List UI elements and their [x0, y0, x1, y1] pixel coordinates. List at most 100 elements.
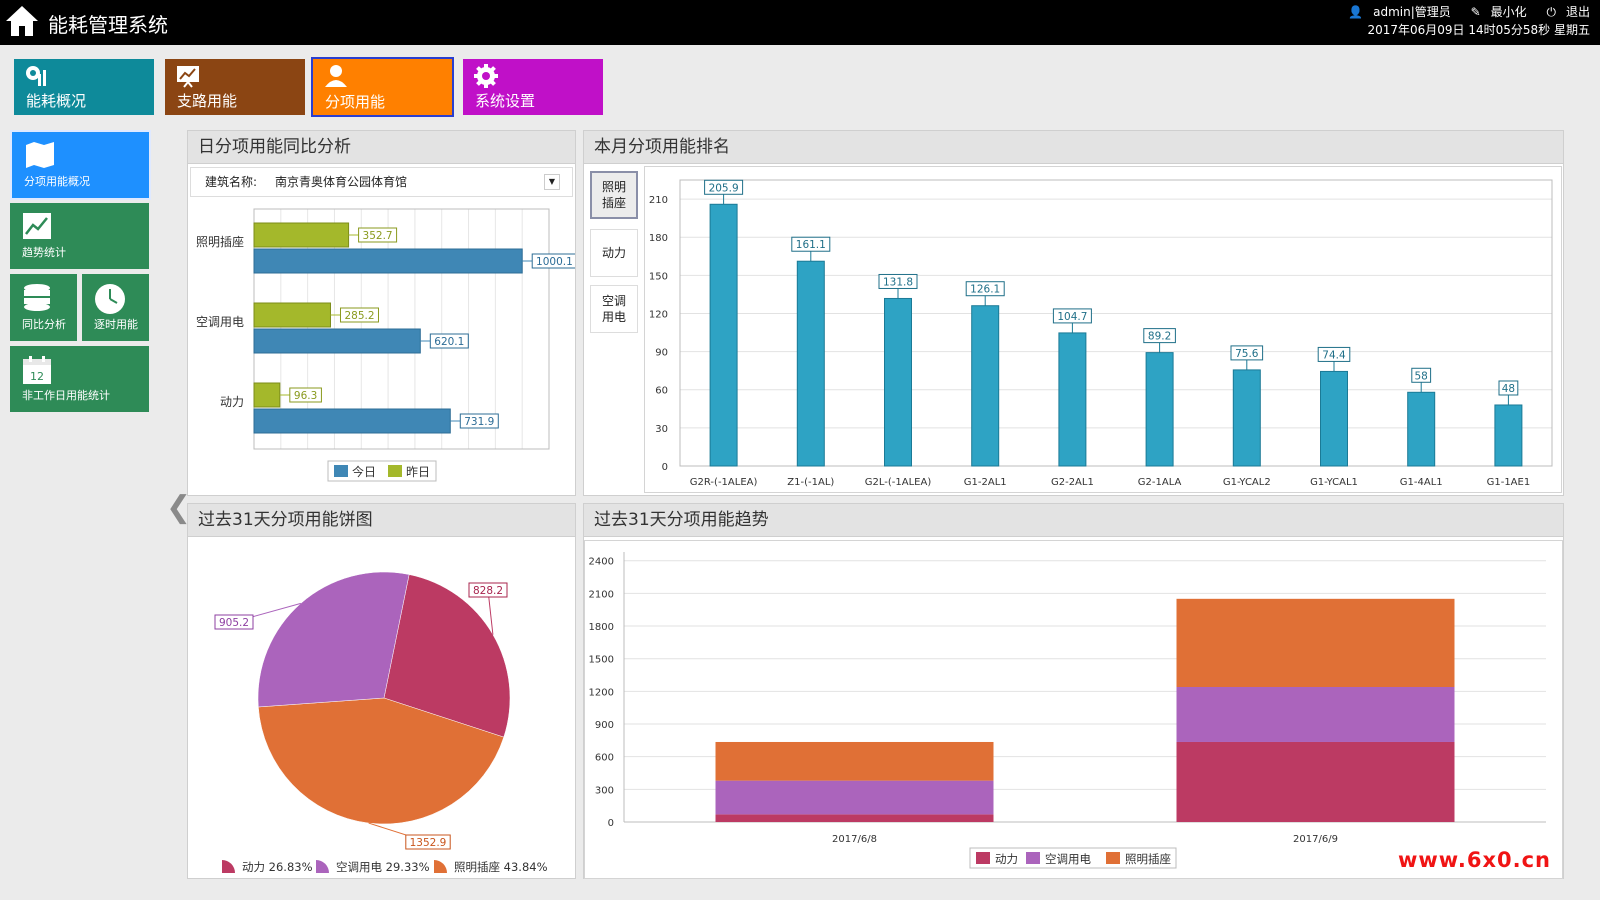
- nav-label: 同比分析: [22, 318, 66, 331]
- data-label-box: [1052, 308, 1092, 324]
- bar: [1232, 369, 1261, 467]
- watermark: www.6x0.cn: [1398, 848, 1551, 872]
- home-icon[interactable]: [4, 4, 40, 42]
- nav-item-hourly[interactable]: 逐时用能: [82, 274, 149, 341]
- data-label-box: [214, 614, 254, 630]
- y-tick-label: 0: [608, 818, 614, 829]
- minimize-button[interactable]: ✎ 最小化: [1463, 5, 1527, 19]
- data-label: 828.2: [473, 585, 503, 597]
- legend-swatch: [434, 860, 447, 873]
- y-tick-label: 1200: [589, 687, 614, 698]
- logout-button[interactable]: ⏻ 退出: [1538, 5, 1590, 19]
- y-tick-label: 30: [655, 424, 668, 435]
- legend-swatch: [334, 465, 348, 477]
- stack-segment: [715, 741, 994, 781]
- stack-segment: [1176, 687, 1455, 742]
- user-menu[interactable]: 👤 admin|管理员: [1340, 5, 1451, 19]
- module-label: 支路用能: [177, 92, 238, 110]
- module-item-energy[interactable]: 分项用能: [311, 57, 454, 117]
- data-label-box: [405, 834, 451, 850]
- pie-panel: 过去31天分项用能饼图 828.2 905.2 1352.9 动力 26.83% 空调用…: [187, 503, 576, 879]
- logout-label: 退出: [1565, 5, 1590, 19]
- data-label-today: 620.1: [434, 336, 464, 348]
- category-label: 空调用电: [196, 315, 244, 329]
- stack-segment: [1176, 741, 1455, 822]
- legend-swatch: [316, 860, 329, 873]
- x-tick-label: G2-1ALA: [1138, 477, 1182, 488]
- x-tick-label: G1-YCAL1: [1310, 477, 1358, 488]
- data-label: 126.1: [970, 284, 1000, 296]
- legend-label: 照明插座 43.84%: [454, 860, 548, 874]
- data-label: 75.6: [1235, 348, 1259, 360]
- data-label: 131.8: [883, 276, 913, 288]
- data-label: 48: [1502, 383, 1515, 395]
- nav-label: 逐时用能: [94, 318, 138, 331]
- bar-yesterday: [253, 302, 331, 328]
- category-button-ac[interactable]: 空调用电: [590, 285, 638, 333]
- nav-item-overview[interactable]: 分项用能概况: [10, 130, 151, 200]
- x-tick-label: G1-YCAL2: [1223, 477, 1271, 488]
- legend-label: 今日: [352, 464, 376, 479]
- bar: [796, 260, 825, 467]
- panel-title: 本月分项用能排名: [584, 131, 1563, 164]
- nav-label: 非工作日用能统计: [22, 389, 110, 402]
- power-icon: ⏻: [1546, 5, 1556, 19]
- calendar-day-text: 12: [30, 370, 44, 383]
- x-tick-label: 2017/6/9: [1293, 834, 1338, 845]
- user-icon: 👤: [1348, 5, 1364, 19]
- panel-title: 过去31天分项用能饼图: [188, 504, 575, 537]
- y-tick-label: 1800: [589, 622, 614, 633]
- data-label-yesterday: 352.7: [363, 230, 393, 242]
- y-tick-label: 0: [662, 462, 668, 473]
- x-tick-label: G1-1AE1: [1487, 477, 1531, 488]
- bar: [884, 297, 912, 467]
- module-system-settings[interactable]: 系统设置: [463, 59, 603, 115]
- stack-segment: [1176, 598, 1455, 687]
- x-tick-label: G2-2AL1: [1051, 477, 1094, 488]
- ranking-chart: 0 30 60 90 120 150 180 210 205.9 G2R-(-1ALEA) 161.…: [644, 166, 1562, 493]
- nav-item-yoy[interactable]: 同比分析: [10, 274, 77, 341]
- legend-label: 动力: [995, 852, 1018, 866]
- dropdown-arrow-icon[interactable]: ▼: [544, 174, 560, 190]
- y-tick-label: 300: [595, 785, 614, 796]
- x-tick-label: G1-2AL1: [964, 477, 1007, 488]
- building-label: 建筑名称:: [205, 175, 258, 189]
- y-tick-label: 120: [649, 309, 668, 320]
- legend-box: [327, 460, 437, 482]
- data-label-box: [1498, 380, 1519, 396]
- x-tick-label: G2L-(-1ALEA): [865, 477, 932, 488]
- collapse-sidebar-button[interactable]: ❮: [166, 490, 192, 525]
- header-tools: 👤 admin|管理员 ✎ 最小化 ⏻ 退出 2017年06月09日 14时05分58…: [1332, 3, 1590, 39]
- module-branch-energy[interactable]: 支路用能: [165, 59, 305, 115]
- legend-swatch: [1026, 852, 1040, 864]
- bar: [1145, 352, 1174, 467]
- data-label: 58: [1415, 370, 1428, 382]
- daily-compare-panel: 日分项用能同比分析 建筑名称: 南京青奥体育公园体育馆 ▼ 照明插座 352.7 1…: [187, 130, 576, 496]
- data-label-box: [1143, 328, 1176, 344]
- y-tick-label: 600: [595, 753, 614, 764]
- category-label: 照明插座: [601, 180, 626, 210]
- pie-chart: 828.2 905.2 1352.9 动力 26.83% 空调用电 29.33% 照明插座…: [214, 571, 548, 874]
- trend-panel: 过去31天分项用能趋势 0 300 600 900 1200 1500 1800 2100 24…: [583, 503, 1564, 879]
- building-selector[interactable]: 建筑名称: 南京青奥体育公园体育馆 ▼: [190, 167, 573, 197]
- bar: [1407, 391, 1436, 467]
- plot-frame: [679, 179, 1553, 467]
- category-button-lighting[interactable]: 照明插座: [590, 171, 638, 219]
- y-tick-label: 2100: [589, 589, 614, 600]
- x-tick-label: G2R-(-1ALEA): [690, 477, 758, 488]
- bar: [1320, 370, 1348, 467]
- bar: [1494, 404, 1523, 467]
- data-label-box: [1230, 345, 1264, 361]
- trend-icon: [22, 212, 52, 244]
- user-label: admin|管理员: [1373, 5, 1451, 19]
- nav-item-nonworkday[interactable]: 12 非工作日用能统计: [10, 346, 149, 412]
- data-label-box: [704, 179, 744, 195]
- nav-item-trend[interactable]: 趋势统计: [10, 203, 149, 269]
- module-energy-overview[interactable]: 能耗概况: [14, 59, 154, 115]
- stack-segment: [715, 780, 994, 815]
- y-tick-label: 210: [649, 195, 668, 206]
- y-tick-label: 900: [595, 720, 614, 731]
- category-button-power[interactable]: 动力: [590, 229, 638, 277]
- pie-slice: [383, 574, 511, 738]
- bar-yesterday: [253, 222, 350, 248]
